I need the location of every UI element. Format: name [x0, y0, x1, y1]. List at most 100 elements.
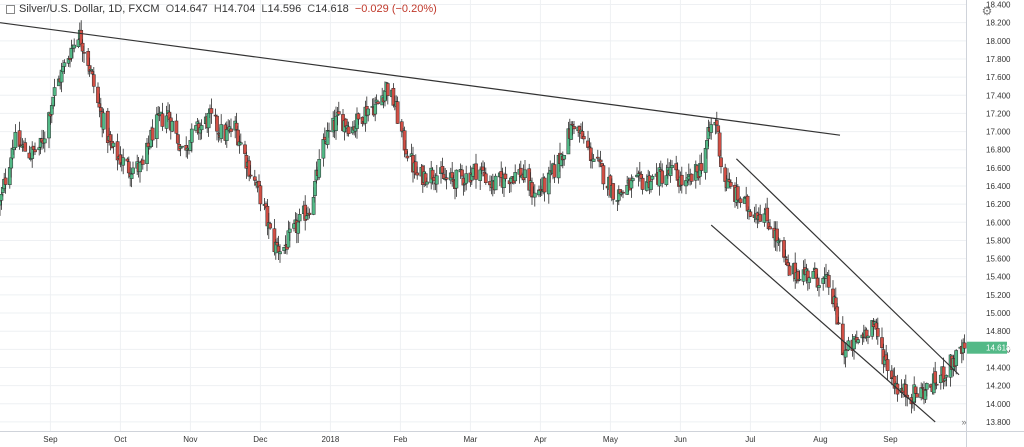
candle-body [933, 371, 938, 384]
candle-body [209, 108, 214, 114]
candle-body [373, 103, 378, 115]
candle-body [174, 120, 179, 134]
candle-body [313, 181, 317, 196]
trend-line[interactable] [735, 158, 960, 376]
candle-body [719, 157, 723, 167]
legend-close-label: C [307, 3, 316, 15]
candle-body [317, 159, 322, 178]
candle-body [598, 159, 603, 163]
candle-body [962, 342, 967, 349]
symbol-icon [6, 4, 15, 14]
candle-body [765, 207, 770, 222]
candle-body [493, 175, 498, 191]
candle-body [170, 121, 175, 132]
trend-line[interactable] [0, 22, 841, 136]
candle-body [82, 52, 86, 54]
candle-body [150, 127, 155, 141]
candle-body [47, 112, 51, 139]
price-axis-label: 18.000 [986, 37, 1011, 46]
candle-body [154, 114, 159, 139]
candle-body [356, 113, 361, 120]
price-axis-label: 17.400 [986, 91, 1011, 100]
candle-body [601, 165, 606, 185]
candle-body [836, 322, 841, 325]
candle-body [307, 212, 312, 215]
price-axis-label: 14.800 [986, 327, 1011, 336]
candle-body [243, 144, 247, 154]
candle-body [376, 101, 380, 104]
candle-body [611, 183, 616, 200]
candle-body [138, 162, 142, 173]
candle-body [189, 128, 194, 143]
candle-body [460, 169, 464, 177]
candle-body [880, 337, 884, 348]
candle-body [129, 173, 134, 179]
time-axis-label: Feb [394, 435, 408, 444]
candle-body [581, 136, 586, 140]
time-axis-label: Sep [43, 435, 58, 444]
candle-body [483, 173, 488, 183]
candle-body [131, 167, 135, 174]
candle-body [542, 177, 547, 193]
gear-icon[interactable]: ⚙ [981, 4, 993, 18]
candle-body [3, 177, 8, 185]
legend-change: −0.029 (−0.20%) [354, 3, 437, 15]
time-axis-label: Aug [813, 435, 827, 444]
candle-body [664, 175, 669, 185]
candle-body [777, 239, 782, 242]
candle-body [640, 177, 645, 190]
price-axis-label: 13.800 [986, 418, 1011, 427]
candle-body [856, 339, 861, 343]
candle-body [33, 149, 37, 153]
price-axis-label: 15.400 [986, 273, 1011, 282]
price-axis-label: 16.000 [986, 218, 1011, 227]
price-axis-label: 17.600 [986, 73, 1011, 82]
candle-body [199, 125, 204, 131]
candle-body [327, 130, 331, 132]
candle-body [296, 221, 301, 234]
time-axis-label: Dec [253, 435, 267, 444]
price-axis-label: 15.800 [986, 236, 1011, 245]
legend-open-label: O [165, 3, 175, 15]
time-axis-label: Jun [674, 435, 687, 444]
candle-body [717, 132, 722, 157]
candle-body [405, 155, 410, 159]
time-axis-label: Nov [183, 435, 197, 444]
legend-close: 14.618 [315, 3, 349, 15]
chart-legend: Silver/U.S. Dollar, 1D, FXCM O 14.647 H … [6, 3, 443, 15]
candle-body [101, 112, 106, 130]
candle-body [140, 159, 145, 165]
candle-body [572, 126, 576, 130]
candle-body [425, 181, 429, 185]
candle-body [105, 110, 110, 143]
candle-body [552, 164, 557, 178]
candle-body [224, 129, 229, 141]
legend-symbol: Silver/U.S. Dollar, 1D, FXCM [19, 3, 160, 15]
price-axis-label: 16.400 [986, 182, 1011, 191]
price-axis-label: 15.000 [986, 309, 1011, 318]
candle-body [164, 115, 169, 129]
candle-body [346, 126, 351, 135]
candle-body [287, 228, 292, 233]
candle-body [121, 157, 126, 166]
candle-body [670, 165, 674, 168]
candle-body [714, 120, 719, 126]
candle-body [835, 306, 840, 325]
scroll-to-realtime-icon[interactable]: » [961, 417, 967, 427]
last-price-marker [967, 341, 1007, 354]
candle-body [23, 142, 28, 152]
candle-body [454, 169, 459, 189]
legend-high-label: H [213, 3, 222, 15]
time-axis-label: Mar [464, 435, 478, 444]
candle-body [415, 172, 420, 176]
candle-body [336, 111, 341, 115]
price-axis-label: 15.600 [986, 255, 1011, 264]
candle-body [444, 177, 449, 180]
trend-line[interactable] [710, 224, 936, 423]
candle-body [716, 125, 721, 133]
candle-body [229, 128, 233, 132]
candle-body [385, 83, 390, 97]
candle-body [944, 375, 949, 378]
